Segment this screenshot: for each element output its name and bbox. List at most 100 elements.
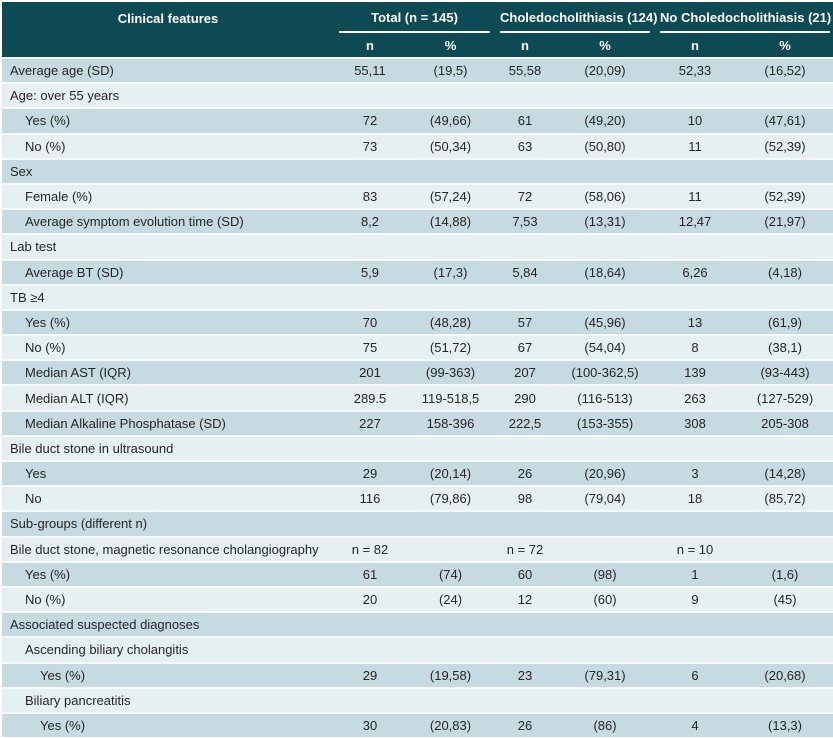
cell-value: (21,97) — [735, 208, 833, 234]
cell-value: 12,47 — [655, 208, 736, 234]
cell-value: 18 — [655, 485, 736, 511]
cell-value: (99-363) — [406, 359, 495, 385]
row-label: Average symptom evolution time (SD) — [2, 208, 334, 234]
row-label: TB ≥4 — [2, 283, 334, 309]
cell-value: 11 — [655, 132, 736, 158]
cell-value: 98 — [495, 485, 555, 511]
cell-value — [334, 686, 406, 712]
cell-value: (85,72) — [735, 485, 833, 511]
table-row: No 116 (79,86) 98 (79,04) 18 (85,72) — [2, 485, 833, 511]
cell-value — [406, 686, 495, 712]
cell-value — [495, 233, 555, 259]
cell-value: 119-518,5 — [406, 384, 495, 410]
cell-value — [655, 82, 736, 108]
cell-value: (17,3) — [406, 258, 495, 284]
cell-value — [495, 510, 555, 536]
cell-value: 60 — [495, 560, 555, 586]
cell-value: 55,58 — [495, 57, 555, 83]
cell-value — [735, 510, 833, 536]
subcolumn-header-pct: % — [735, 33, 833, 57]
cell-value: (49,66) — [406, 107, 495, 133]
row-label: Bile duct stone in ultrasound — [2, 434, 334, 460]
row-label: Bile duct stone, magnetic resonance chol… — [2, 535, 334, 561]
cell-value — [735, 535, 833, 561]
cell-value: 26 — [495, 711, 555, 738]
cell-value: 23 — [495, 661, 555, 687]
row-label: Yes (%) — [2, 107, 334, 133]
row-label: Average age (SD) — [2, 57, 334, 83]
table-row: No (%) 73 (50,34) 63 (50,80) 11 (52,39) — [2, 132, 833, 158]
cell-value — [406, 283, 495, 309]
cell-value — [334, 434, 406, 460]
cell-value — [655, 510, 736, 536]
cell-value: 3 — [655, 460, 736, 486]
cell-value — [735, 611, 833, 637]
column-group-choledocholithiasis-label: Choledocholithiasis (124) — [500, 2, 657, 33]
cell-value: 8,2 — [334, 208, 406, 234]
subcolumn-header-row: n % n % n % — [2, 33, 833, 57]
cell-value: 289.5 — [334, 384, 406, 410]
table-row: Sex — [2, 157, 833, 183]
cell-value — [495, 636, 555, 662]
cell-value: (45,96) — [555, 308, 656, 335]
cell-value: n = 10 — [655, 535, 736, 561]
table-row: Age: over 55 years — [2, 82, 833, 108]
cell-value: 5,84 — [495, 258, 555, 284]
cell-value — [495, 82, 555, 108]
cell-value: (20,96) — [555, 460, 656, 486]
cell-value: (52,39) — [735, 182, 833, 209]
cell-value: 12 — [495, 585, 555, 612]
cell-value — [406, 233, 495, 259]
cell-value: 30 — [334, 711, 406, 738]
row-label: Lab test — [2, 233, 334, 259]
cell-value — [735, 233, 833, 259]
table-row: Yes 29 (20,14) 26 (20,96) 3 (14,28) — [2, 460, 833, 486]
table-header: Clinical features Total (n = 145) Choled… — [2, 2, 833, 57]
cell-value — [655, 686, 736, 712]
cell-value: 158-396 — [406, 409, 495, 435]
cell-value: (20,14) — [406, 460, 495, 486]
row-label: No (%) — [2, 585, 334, 612]
cell-value: (20,83) — [406, 711, 495, 738]
table-row: Yes (%) 72 (49,66) 61 (49,20) 10 (47,61) — [2, 107, 833, 133]
column-group-no-choledocholithiasis: No Choledocholithiasis (21) — [655, 2, 833, 33]
row-label: Yes (%) — [2, 560, 334, 586]
cell-value: 83 — [334, 182, 406, 209]
table-row: Yes (%) 30 (20,83) 26 (86) 4 (13,3) — [2, 711, 833, 738]
column-header-clinical-features: Clinical features — [2, 2, 334, 57]
group-header-row: Clinical features Total (n = 145) Choled… — [2, 2, 833, 57]
cell-value: 26 — [495, 460, 555, 486]
cell-value — [495, 686, 555, 712]
cell-value: (13,31) — [555, 208, 656, 234]
cell-value: (116-513) — [555, 384, 656, 410]
cell-value — [406, 535, 495, 561]
row-label: No (%) — [2, 132, 334, 158]
subcolumn-header-n: n — [334, 33, 406, 57]
row-label: Yes (%) — [2, 308, 334, 335]
cell-value — [334, 510, 406, 536]
cell-value: 222,5 — [495, 409, 555, 435]
cell-value — [655, 611, 736, 637]
cell-value — [406, 510, 495, 536]
row-label: Median AST (IQR) — [2, 359, 334, 385]
cell-value: 4 — [655, 711, 736, 738]
column-group-no-choledocholithiasis-label: No Choledocholithiasis (21) — [660, 2, 831, 33]
table-row: Median AST (IQR) 201 (99-363) 207 (100-362,5… — [2, 359, 833, 385]
cell-value — [406, 611, 495, 637]
cell-value — [334, 636, 406, 662]
row-label: Ascending biliary cholangitis — [2, 636, 334, 662]
cell-value — [735, 434, 833, 460]
cell-value — [495, 611, 555, 637]
table-row: Yes (%) 61 (74) 60 (98) 1 (1,6) — [2, 560, 833, 586]
row-label: Age: over 55 years — [2, 82, 334, 108]
cell-value: 29 — [334, 460, 406, 486]
cell-value: 20 — [334, 585, 406, 612]
table-row: Female (%) 83 (57,24) 72 (58,06) 11 (52,39) — [2, 182, 833, 209]
row-label: Biliary pancreatitis — [2, 686, 334, 712]
table-row: Median Alkaline Phosphatase (SD) 227 158-3… — [2, 409, 833, 435]
cell-value: (50,80) — [555, 132, 656, 158]
cell-value: (13,3) — [735, 711, 833, 738]
cell-value: (16,52) — [735, 57, 833, 83]
cell-value: (47,61) — [735, 107, 833, 133]
